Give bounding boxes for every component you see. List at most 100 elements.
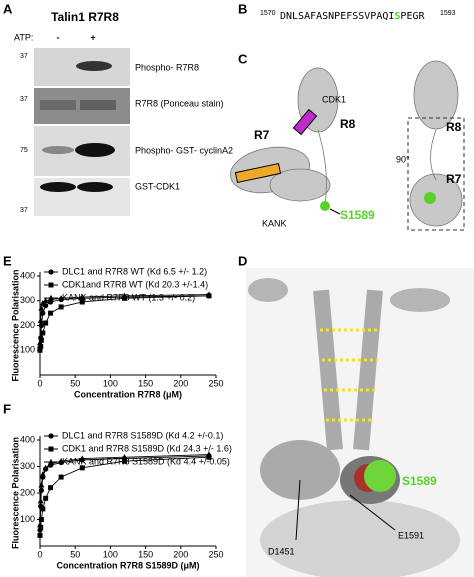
- structure-label: S1589: [340, 208, 375, 222]
- y-tick-label: 300: [20, 295, 35, 305]
- x-tick-label: 150: [138, 549, 153, 559]
- structure-label: S1589: [402, 474, 437, 488]
- s1589-sphere: [320, 201, 330, 211]
- data-point: [121, 458, 127, 464]
- x-tick-label: 50: [70, 378, 80, 388]
- series-line: [39, 294, 209, 343]
- panel-label: F: [3, 401, 11, 416]
- panel-label: C: [238, 51, 248, 66]
- blot-label: Phospho- GST- cyclinA2: [135, 145, 233, 155]
- y-tick-label: 100: [20, 345, 35, 355]
- blot-label: GST-CDK1: [135, 181, 180, 191]
- x-tick-label: 0: [37, 378, 42, 388]
- s1589-sphere: [424, 192, 436, 204]
- data-point: [79, 465, 85, 471]
- series-line: [39, 456, 209, 536]
- mw-marker: 37: [20, 53, 28, 60]
- data-point: [40, 506, 46, 512]
- data-point: [47, 296, 54, 302]
- structure-label: 90°: [396, 154, 410, 164]
- data-point: [38, 344, 44, 350]
- y-axis-label: Fluorescence Polarisation: [10, 269, 20, 381]
- data-point: [58, 458, 65, 464]
- legend-label: KANK and R7R8 WT (1.3 +/- 0.2): [62, 292, 195, 302]
- y-tick-label: 400: [20, 270, 35, 280]
- data-point: [40, 330, 46, 336]
- cdk1-site: [292, 108, 318, 136]
- structure-label: R8: [340, 117, 356, 131]
- structure-label: R7: [254, 128, 270, 142]
- mw-marker: 37: [20, 96, 28, 103]
- y-tick-label: 300: [20, 461, 35, 471]
- data-point: [79, 455, 86, 461]
- legend-label: CDK1 and R7R8 S1589D (Kd 24.3 +/- 1.6): [62, 443, 232, 453]
- data-point: [37, 347, 43, 353]
- structure-d: [246, 268, 474, 577]
- data-point: [205, 451, 212, 457]
- data-point: [79, 293, 86, 300]
- residue-end: 1593: [440, 10, 456, 17]
- data-point: [42, 297, 49, 304]
- data-point: [121, 292, 128, 299]
- data-point: [43, 320, 49, 326]
- x-axis-label: Concentration R7R8 (μM): [74, 389, 182, 399]
- data-point: [43, 495, 49, 501]
- legend-marker: [48, 446, 54, 452]
- data-point: [48, 485, 54, 491]
- legend-label: DLC1 and R7R8 WT (Kd 6.5 +/- 1.2): [62, 266, 207, 276]
- y-tick-label: 400: [20, 434, 35, 444]
- phospho-site: S: [394, 11, 400, 22]
- structure-label: CDK1: [322, 94, 346, 104]
- y-tick-label: 200: [20, 487, 35, 497]
- box: [407, 117, 465, 231]
- data-point: [39, 471, 46, 477]
- blot-images: [34, 48, 130, 216]
- data-point: [37, 497, 44, 504]
- structure-label: E1591: [398, 530, 424, 540]
- structure-label: D1451: [268, 546, 295, 556]
- x-axis-label: Concentration R7R8 S1589D (μM): [56, 560, 199, 570]
- lane-label: -: [57, 32, 60, 42]
- data-point: [47, 460, 54, 467]
- data-point: [121, 295, 127, 301]
- structure-label: R8: [446, 120, 462, 134]
- data-point: [42, 464, 49, 471]
- blot-label: Phospho- R7R8: [135, 62, 199, 72]
- structure-label: KANK: [262, 218, 287, 228]
- x-tick-label: 100: [103, 378, 118, 388]
- legend-marker: [48, 282, 54, 288]
- data-point: [58, 474, 64, 480]
- data-point: [205, 291, 212, 297]
- x-tick-label: 200: [173, 378, 188, 388]
- x-tick-label: 50: [70, 549, 80, 559]
- sequence-part: PEGR: [400, 11, 425, 22]
- panel-label: B: [238, 1, 247, 16]
- atp-label: ATP:: [14, 32, 33, 42]
- series-line: [39, 295, 209, 348]
- data-point: [58, 304, 64, 310]
- panel-label: D: [238, 253, 247, 268]
- legend-label: KANK and R7R8 S1589D (Kd 4.4 +/-0.05): [62, 456, 230, 466]
- legend-label: CDK1and R7R8 WT (Kd 20.3 +/-1.4): [62, 279, 208, 289]
- legend-marker: [48, 433, 54, 439]
- data-point: [48, 310, 54, 316]
- data-point: [37, 339, 43, 346]
- y-axis-label: Fluorescence Polarisation: [10, 437, 20, 549]
- legend-label: DLC1 and R7R8 S1589D (Kd 4.2 +/-0.1): [62, 430, 223, 440]
- mw-marker: 75: [20, 147, 28, 154]
- kank-site: [234, 162, 282, 184]
- data-point: [38, 337, 44, 343]
- x-tick-label: 250: [208, 549, 223, 559]
- data-point: [37, 521, 43, 528]
- data-point: [206, 454, 212, 460]
- mw-marker: 37: [20, 207, 28, 214]
- data-point: [38, 524, 44, 530]
- residue-start: 1570: [260, 10, 276, 17]
- y-tick-label: 200: [20, 320, 35, 330]
- data-point: [38, 517, 44, 522]
- data-point: [58, 295, 65, 301]
- panel-label: A: [3, 1, 13, 16]
- data-point: [38, 481, 45, 488]
- data-point: [37, 532, 43, 538]
- series-line: [39, 455, 209, 531]
